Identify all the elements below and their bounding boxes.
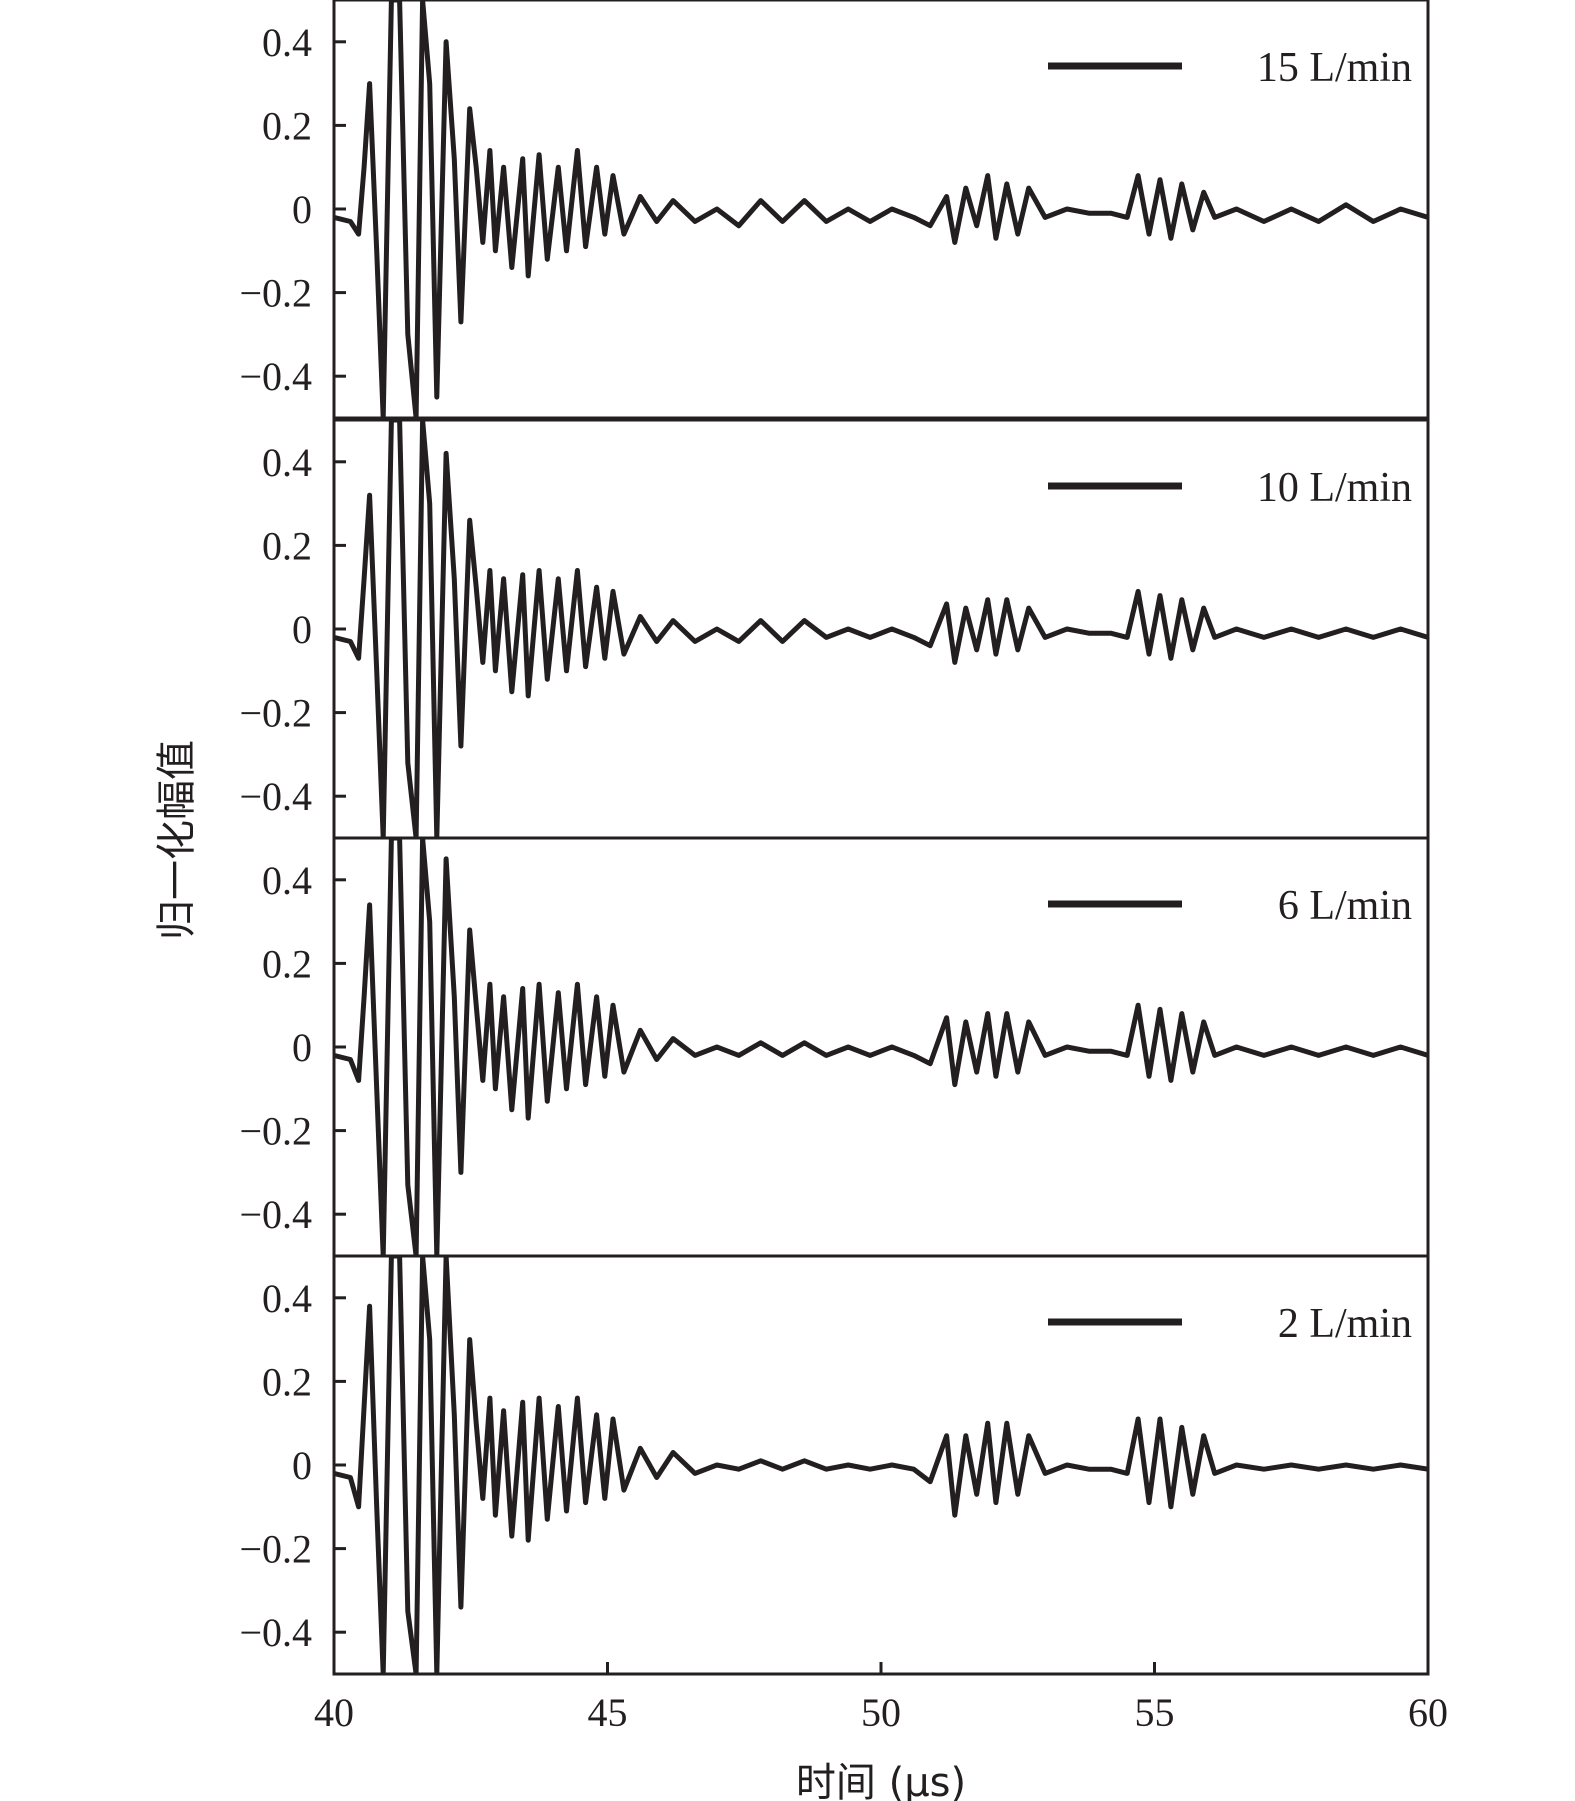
- y-tick-label: −0.2: [239, 1527, 312, 1572]
- y-tick-label: −0.2: [239, 1109, 312, 1154]
- legend-label: 15 L/min: [1257, 45, 1412, 91]
- panel-3: 0.4 0.2 0 −0.2 −0.4 6 L/min: [239, 836, 1430, 1258]
- y-tick-label: −0.2: [239, 271, 312, 316]
- series-line: [334, 420, 1428, 838]
- y-tick-label: −0.2: [239, 691, 312, 736]
- y-tick-label: −0.4: [239, 1192, 312, 1237]
- x-tick-label: 55: [1135, 1690, 1175, 1735]
- y-tick-label: 0: [292, 187, 312, 232]
- x-axis-title: 时间 (μs): [796, 1760, 966, 1801]
- y-tick-label: 0.4: [262, 1276, 312, 1321]
- series-line: [334, 0, 1428, 420]
- x-tick-label: 45: [588, 1690, 628, 1735]
- y-tick-label: 0.2: [262, 941, 312, 986]
- y-tick-label: 0: [292, 1025, 312, 1070]
- y-tick-label: 0.2: [262, 523, 312, 568]
- y-tick-label: 0.2: [262, 103, 312, 148]
- panel-2: 0.4 0.2 0 −0.2 −0.4 10 L/min: [239, 418, 1430, 840]
- y-tick-label: 0.4: [262, 20, 312, 65]
- y-tick-label: −0.4: [239, 354, 312, 399]
- legend-label: 6 L/min: [1278, 883, 1412, 929]
- panels-layer: 0.4 0.2 0 −0.2 −0.4 15 L/min 0.4 0.2 0 −0.2 −0.4 10…: [239, 0, 1430, 1676]
- y-tick-label: 0: [292, 1443, 312, 1488]
- x-tick-label: 40: [314, 1690, 354, 1735]
- legend-label: 2 L/min: [1278, 1301, 1412, 1347]
- y-tick-label: 0.4: [262, 440, 312, 485]
- y-axis-title: 归一化幅值: [154, 740, 200, 940]
- panel-4: 0.4 0.2 0 −0.2 −0.4 2 L/min: [239, 1254, 1430, 1676]
- y-tick-label: −0.4: [239, 1610, 312, 1655]
- y-tick-label: 0: [292, 607, 312, 652]
- x-tick-label: 50: [861, 1690, 901, 1735]
- y-tick-label: 0.2: [262, 1359, 312, 1404]
- legend-label: 10 L/min: [1257, 465, 1412, 511]
- series-line: [334, 1256, 1428, 1674]
- series-line: [334, 838, 1428, 1256]
- x-tick-label: 60: [1408, 1690, 1448, 1735]
- y-tick-label: 0.4: [262, 858, 312, 903]
- panel-1: 0.4 0.2 0 −0.2 −0.4 15 L/min: [239, 0, 1430, 420]
- x-axis: 40 45 50 55 60: [314, 1662, 1448, 1735]
- y-tick-label: −0.4: [239, 774, 312, 819]
